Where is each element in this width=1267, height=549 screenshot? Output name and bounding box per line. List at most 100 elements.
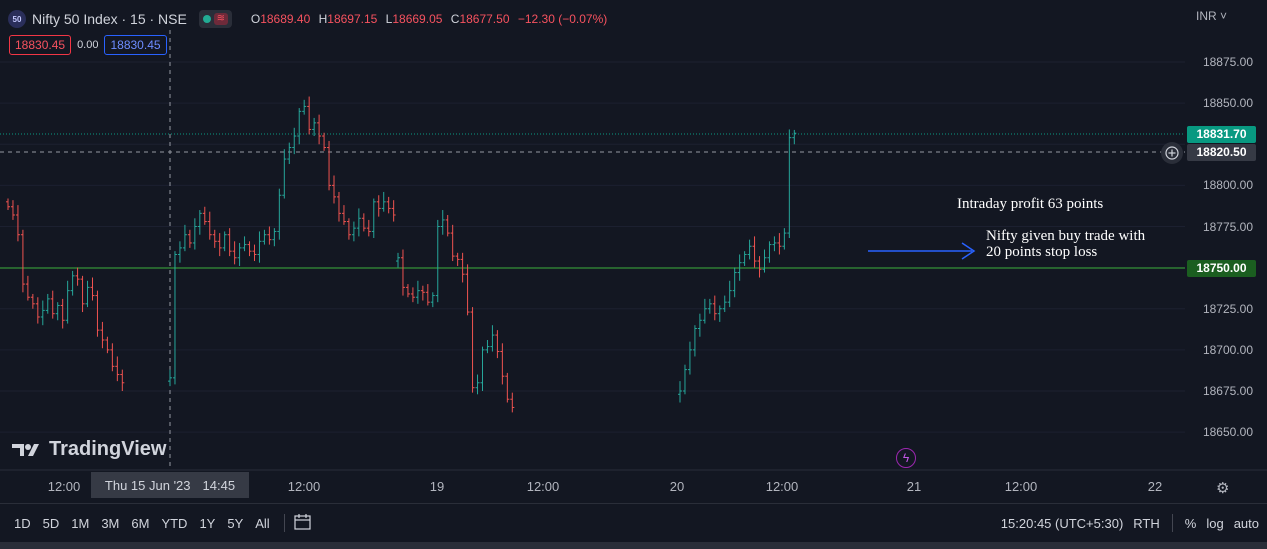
ohlc-bar	[465, 264, 470, 316]
ohlc-bar	[737, 254, 742, 281]
lightning-icon[interactable]: ϟ	[896, 448, 916, 468]
ohlc-bar	[445, 214, 450, 237]
ohlc-bar	[732, 267, 737, 298]
low-value: 18669.05	[392, 12, 443, 26]
ohlc-bar	[20, 229, 25, 293]
range-button-3m[interactable]: 3M	[101, 515, 120, 531]
ohlc-bar	[505, 372, 510, 403]
currency-selector[interactable]: INR ˅	[1195, 9, 1227, 23]
price-tick-label: 18850.00	[1202, 96, 1253, 111]
ohlc-bar	[777, 233, 782, 255]
spread-value: 0.00	[77, 39, 99, 51]
ohlc-bar	[361, 213, 366, 232]
ohlc-bar	[307, 96, 312, 135]
ohlc-bar	[707, 298, 712, 314]
date-range-calendar-icon[interactable]	[293, 513, 313, 534]
ohlc-bar	[712, 295, 717, 321]
range-button-6m[interactable]: 6M	[131, 515, 150, 531]
range-button-1y[interactable]: 1Y	[199, 515, 216, 531]
ohlc-bar	[470, 307, 475, 393]
ohlc-bar	[351, 221, 356, 242]
toolbar-divider	[283, 514, 285, 532]
time-tick-label: 20	[669, 479, 685, 494]
market-status-pill[interactable]: ≋	[198, 10, 232, 28]
order-tags: 18830.45 0.00 18830.45	[9, 35, 167, 55]
ohlc-bar	[10, 200, 15, 220]
range-button-5d[interactable]: 5D	[42, 515, 60, 531]
ohlc-bar	[60, 298, 65, 329]
ohlc-bar	[692, 325, 697, 357]
symbol-title[interactable]: Nifty 50 Index · 15 · NSE	[32, 11, 187, 27]
percent-scale-button[interactable]: %	[1184, 515, 1197, 531]
price-chart[interactable]	[0, 0, 1267, 503]
ohlc-bar	[727, 280, 732, 308]
ohlc-bar	[460, 252, 465, 283]
tradingview-logo-icon	[12, 443, 39, 456]
range-selector: 1D 5D 1M 3M 6M YTD 1Y 5Y All	[8, 516, 276, 531]
ohlc-bar	[767, 241, 772, 263]
ohlc-bar	[192, 218, 197, 250]
ohlc-bar	[757, 256, 762, 278]
ohlc-bar	[435, 219, 440, 303]
settings-gear-icon[interactable]: ⚙	[1216, 480, 1230, 497]
symbol-badge-icon[interactable]: 50	[8, 10, 26, 28]
ohlc-bars	[6, 96, 797, 413]
range-button-all[interactable]: All	[255, 515, 270, 531]
buy-button[interactable]: 18830.45	[104, 35, 167, 55]
ohlc-bar	[292, 127, 297, 155]
ohlc-bar	[172, 251, 177, 385]
ohlc-bar	[105, 336, 110, 354]
clock-display[interactable]: 15:20:45 (UTC+5:30)	[1000, 515, 1124, 531]
ohlc-bar	[272, 228, 277, 247]
price-tick-label: 18725.00	[1202, 301, 1253, 316]
session-button[interactable]: RTH	[1133, 515, 1160, 531]
ohlc-bar	[455, 252, 460, 266]
time-tick-label: 12:00	[47, 479, 81, 494]
ohlc-bar	[450, 224, 455, 262]
ohlc-bar	[366, 219, 371, 237]
ohlc-bar	[747, 239, 752, 260]
range-button-ytd[interactable]: YTD	[161, 515, 188, 531]
auto-scale-button[interactable]: auto	[1233, 515, 1259, 531]
ohlc-bar	[391, 200, 396, 222]
cursor-price-badge: 18820.50	[1187, 144, 1256, 161]
ohlc-bar	[500, 343, 505, 385]
range-button-1d[interactable]: 1D	[14, 515, 31, 531]
ohlc-bar	[440, 210, 445, 235]
ohlc-bar	[400, 249, 405, 296]
ohlc-bar	[55, 302, 60, 321]
ohlc-bar	[396, 252, 400, 268]
toolbar-right: 15:20:45 (UTC+5:30) RTH % log auto	[1001, 514, 1259, 532]
sell-button[interactable]: 18830.45	[9, 35, 72, 55]
ohlc-values: O18689.40 H18697.15 L18669.05 C18677.50 …	[250, 12, 608, 26]
ohlc-bar	[415, 280, 420, 304]
ohlc-bar	[410, 287, 415, 303]
ohlc-bar	[376, 195, 381, 217]
ohlc-bar	[430, 292, 435, 308]
ohlc-bar	[717, 305, 722, 322]
ohlc-bar	[232, 241, 237, 265]
range-button-5y[interactable]: 5Y	[227, 515, 244, 531]
ohlc-bar	[287, 142, 292, 164]
ohlc-bar	[327, 140, 332, 191]
add-alert-button[interactable]	[1161, 142, 1183, 164]
price-tick-label: 18875.00	[1202, 55, 1253, 69]
range-button-1m[interactable]: 1M	[71, 515, 90, 531]
ohlc-bar	[302, 99, 307, 115]
ohlc-bar	[95, 290, 100, 337]
log-scale-button[interactable]: log	[1206, 515, 1224, 531]
trade-annotation-line2[interactable]: 20 points stop loss	[986, 244, 1098, 260]
ohlc-bar	[678, 381, 682, 403]
ohlc-bar	[381, 191, 386, 212]
trade-annotation-line1[interactable]: Nifty given buy trade with	[986, 228, 1146, 244]
ohlc-bar	[475, 374, 480, 395]
ohlc-bar	[120, 369, 125, 391]
ohlc-bar	[386, 196, 391, 214]
profit-annotation[interactable]: Intraday profit 63 points	[957, 196, 1104, 212]
ohlc-bar	[100, 321, 105, 349]
ohlc-bar	[40, 300, 45, 326]
ohlc-bar	[25, 275, 30, 301]
ohlc-bar	[6, 198, 10, 211]
support-price-badge: 18750.00	[1187, 260, 1256, 277]
ohlc-bar	[45, 293, 50, 314]
